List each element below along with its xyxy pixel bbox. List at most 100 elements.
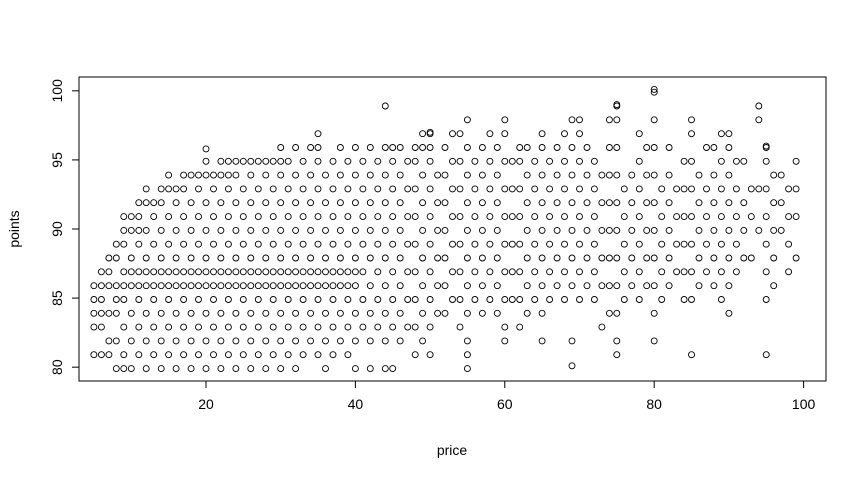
data-point xyxy=(254,282,262,290)
data-point xyxy=(224,157,232,165)
data-point xyxy=(90,323,98,331)
data-point xyxy=(605,282,613,290)
data-point xyxy=(307,268,315,276)
data-point xyxy=(277,282,285,290)
data-point xyxy=(576,296,583,303)
data-point xyxy=(538,226,546,234)
data-point xyxy=(486,130,494,138)
data-point xyxy=(374,268,382,276)
data-point xyxy=(269,323,277,331)
data-point xyxy=(344,323,352,331)
data-point xyxy=(97,268,105,276)
data-point xyxy=(284,213,292,221)
data-point xyxy=(195,282,202,290)
data-point xyxy=(628,254,636,262)
data-point xyxy=(97,296,105,303)
data-point xyxy=(561,296,568,303)
data-point xyxy=(314,213,322,221)
data-point xyxy=(239,268,247,276)
data-point xyxy=(583,171,591,179)
data-point xyxy=(605,144,613,151)
data-point xyxy=(112,240,120,248)
data-point xyxy=(426,240,434,248)
data-point xyxy=(747,213,755,221)
data-point xyxy=(792,254,800,262)
data-point xyxy=(613,171,621,179)
data-point xyxy=(501,213,509,221)
data-point xyxy=(359,323,367,331)
data-point xyxy=(374,213,382,221)
data-point xyxy=(434,226,442,234)
data-point xyxy=(493,226,501,234)
data-point xyxy=(381,102,389,110)
data-point xyxy=(157,268,165,276)
data-point xyxy=(269,282,277,290)
data-point xyxy=(516,323,524,331)
data-point xyxy=(239,296,247,303)
data-point xyxy=(224,213,232,221)
data-point xyxy=(703,144,710,151)
data-point xyxy=(135,296,143,303)
data-point xyxy=(493,309,501,317)
data-point xyxy=(359,296,367,303)
data-point xyxy=(598,323,606,331)
data-point xyxy=(516,185,524,193)
data-point xyxy=(210,171,217,179)
data-point xyxy=(478,171,486,179)
data-point xyxy=(650,85,658,93)
data-point xyxy=(150,323,158,331)
data-point xyxy=(665,226,673,234)
x-axis: 20 40 60 80 100 xyxy=(198,380,815,412)
data-point xyxy=(576,116,583,124)
data-point xyxy=(546,213,554,221)
data-point xyxy=(762,268,770,276)
data-point xyxy=(389,213,397,221)
data-point xyxy=(172,282,180,290)
data-point xyxy=(658,185,666,193)
data-point xyxy=(590,213,598,221)
data-point xyxy=(486,296,494,303)
data-point xyxy=(546,240,554,248)
data-point xyxy=(165,282,173,290)
data-point xyxy=(180,240,188,248)
data-point xyxy=(239,157,247,165)
data-point xyxy=(314,323,322,331)
data-point xyxy=(180,296,188,303)
data-point xyxy=(381,337,389,345)
data-point xyxy=(553,226,561,234)
data-point xyxy=(195,351,202,359)
data-point xyxy=(456,213,464,221)
data-point xyxy=(732,213,740,221)
data-point xyxy=(210,323,217,331)
data-point xyxy=(740,226,748,234)
data-point xyxy=(576,268,583,276)
data-point xyxy=(501,296,509,303)
data-point xyxy=(717,213,725,221)
data-point xyxy=(247,309,255,317)
data-point xyxy=(329,323,337,331)
data-point xyxy=(613,351,621,359)
data-point xyxy=(247,282,255,290)
data-point xyxy=(695,226,703,234)
data-point xyxy=(247,226,255,234)
data-point xyxy=(673,268,681,276)
data-point xyxy=(583,226,591,234)
data-point xyxy=(688,268,695,276)
data-point xyxy=(770,226,778,234)
data-point xyxy=(688,130,695,138)
data-point xyxy=(426,157,434,165)
points-layer xyxy=(90,85,800,373)
data-point xyxy=(463,199,471,207)
data-point xyxy=(232,282,240,290)
data-point xyxy=(598,282,606,290)
data-point xyxy=(322,254,329,262)
data-point xyxy=(635,268,643,276)
data-point xyxy=(90,282,98,290)
data-point xyxy=(112,296,120,303)
data-point xyxy=(725,171,733,179)
data-point xyxy=(112,282,120,290)
data-point xyxy=(628,171,636,179)
data-point xyxy=(135,240,143,248)
data-point xyxy=(195,240,202,248)
